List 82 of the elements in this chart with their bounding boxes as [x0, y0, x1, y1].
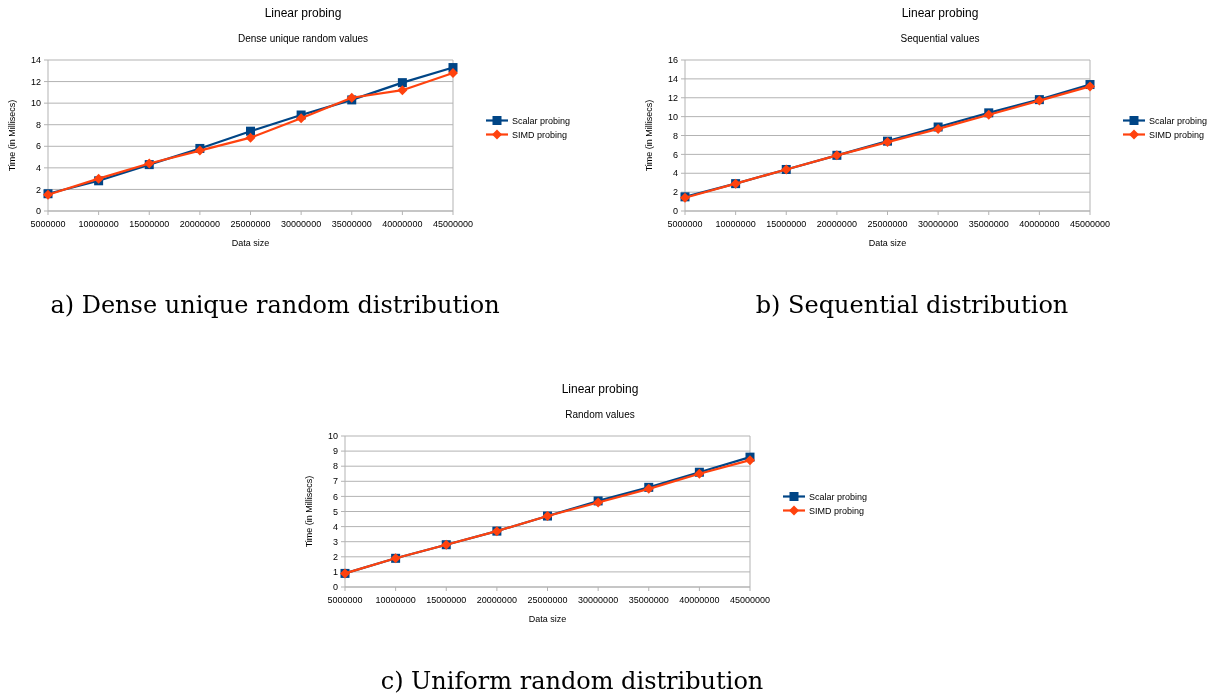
- x-axis-title: Data size: [231, 238, 270, 248]
- y-tick-label: 0: [332, 582, 338, 593]
- chart-subtitle: Sequential values: [900, 33, 980, 44]
- chart-subtitle: Dense unique random values: [237, 33, 369, 44]
- chart-subtitle: Random values: [565, 409, 635, 420]
- point: [745, 455, 755, 466]
- x-tick-label: 40000000: [1019, 219, 1060, 229]
- x-tick-label: 5000000: [327, 595, 363, 605]
- x-tick-label: 30000000: [281, 219, 322, 229]
- x-tick-label: 35000000: [968, 219, 1009, 229]
- y-tick-label: 10: [667, 111, 678, 122]
- text: b) Sequential distribution: [755, 291, 1069, 319]
- y-tick-label: 8: [672, 130, 678, 141]
- x-tick-label: 20000000: [476, 595, 517, 605]
- x-tick-label: 10000000: [375, 595, 416, 605]
- point: [296, 113, 307, 124]
- x-tick-label: 20000000: [816, 219, 857, 229]
- y-tick-label: 16: [667, 55, 678, 66]
- y-tick-label: 0: [672, 206, 678, 217]
- x-tick-label: 25000000: [230, 219, 271, 229]
- y-tick-label: 0: [35, 206, 41, 217]
- y-tick-label: 8: [332, 461, 338, 472]
- chart-title: Linear probing: [561, 382, 639, 396]
- x-tick-label: 40000000: [382, 219, 423, 229]
- legend-label: SIMD probing: [809, 505, 865, 516]
- y-tick-label: 14: [667, 74, 678, 85]
- x-tick-label: 30000000: [918, 219, 959, 229]
- x-tick-label: 25000000: [527, 595, 568, 605]
- y-tick-label: 5: [332, 506, 338, 517]
- y-tick-label: 12: [667, 92, 678, 103]
- x-tick-label: 15000000: [426, 595, 467, 605]
- y-tick-label: 8: [35, 119, 41, 130]
- y-tick-label: 2: [35, 184, 41, 195]
- y-tick-label: 1: [332, 567, 338, 578]
- x-tick-label: 20000000: [179, 219, 220, 229]
- text: a) Dense unique random distribution: [50, 291, 500, 319]
- x-tick-label: 25000000: [867, 219, 908, 229]
- y-tick-label: 4: [672, 168, 678, 179]
- y-tick-label: 4: [332, 521, 338, 532]
- point: [397, 85, 408, 96]
- point: [245, 132, 256, 143]
- y-axis-title: Time (in Millisecs): [304, 475, 314, 548]
- x-tick-label: 45000000: [1069, 219, 1111, 229]
- x-tick-label: 35000000: [628, 595, 669, 605]
- chart-title: Linear probing: [264, 6, 342, 20]
- legend-label: SIMD probing: [512, 129, 568, 140]
- y-axis-title: Time (in Millisecs): [644, 99, 654, 172]
- x-tick-label: 40000000: [679, 595, 720, 605]
- y-tick-label: 2: [672, 187, 678, 198]
- y-tick-label: 6: [332, 491, 338, 502]
- legend-label: Scalar probing: [809, 491, 868, 502]
- x-tick-label: 10000000: [78, 219, 119, 229]
- y-tick-label: 2: [332, 551, 338, 562]
- y-tick-label: 3: [332, 536, 338, 547]
- y-tick-label: 10: [30, 98, 41, 109]
- x-tick-label: 15000000: [129, 219, 170, 229]
- chart-title: Linear probing: [901, 6, 979, 20]
- y-tick-label: 9: [332, 446, 338, 457]
- x-tick-label: 45000000: [729, 595, 771, 605]
- x-axis-title: Data size: [528, 614, 567, 624]
- y-tick-label: 12: [30, 76, 41, 87]
- y-tick-label: 4: [35, 163, 41, 174]
- y-tick-label: 6: [35, 141, 41, 152]
- y-tick-label: 7: [332, 476, 338, 487]
- y-tick-label: 10: [327, 431, 338, 442]
- x-tick-label: 5000000: [30, 219, 66, 229]
- x-axis-title: Data size: [868, 238, 907, 248]
- x-tick-label: 10000000: [715, 219, 756, 229]
- x-tick-label: 5000000: [667, 219, 703, 229]
- x-tick-label: 45000000: [432, 219, 474, 229]
- text: c) Uniform random distribution: [380, 667, 764, 695]
- point: [448, 67, 458, 78]
- legend-label: Scalar probing: [1149, 115, 1208, 126]
- legend-label: Scalar probing: [512, 115, 571, 126]
- x-tick-label: 35000000: [331, 219, 372, 229]
- point: [397, 78, 407, 88]
- legend-label: SIMD probing: [1149, 129, 1205, 140]
- y-tick-label: 6: [672, 149, 678, 160]
- y-tick-label: 14: [30, 55, 41, 66]
- y-axis-title: Time (in Millisecs): [7, 99, 17, 172]
- x-tick-label: 15000000: [766, 219, 807, 229]
- x-tick-label: 30000000: [578, 595, 619, 605]
